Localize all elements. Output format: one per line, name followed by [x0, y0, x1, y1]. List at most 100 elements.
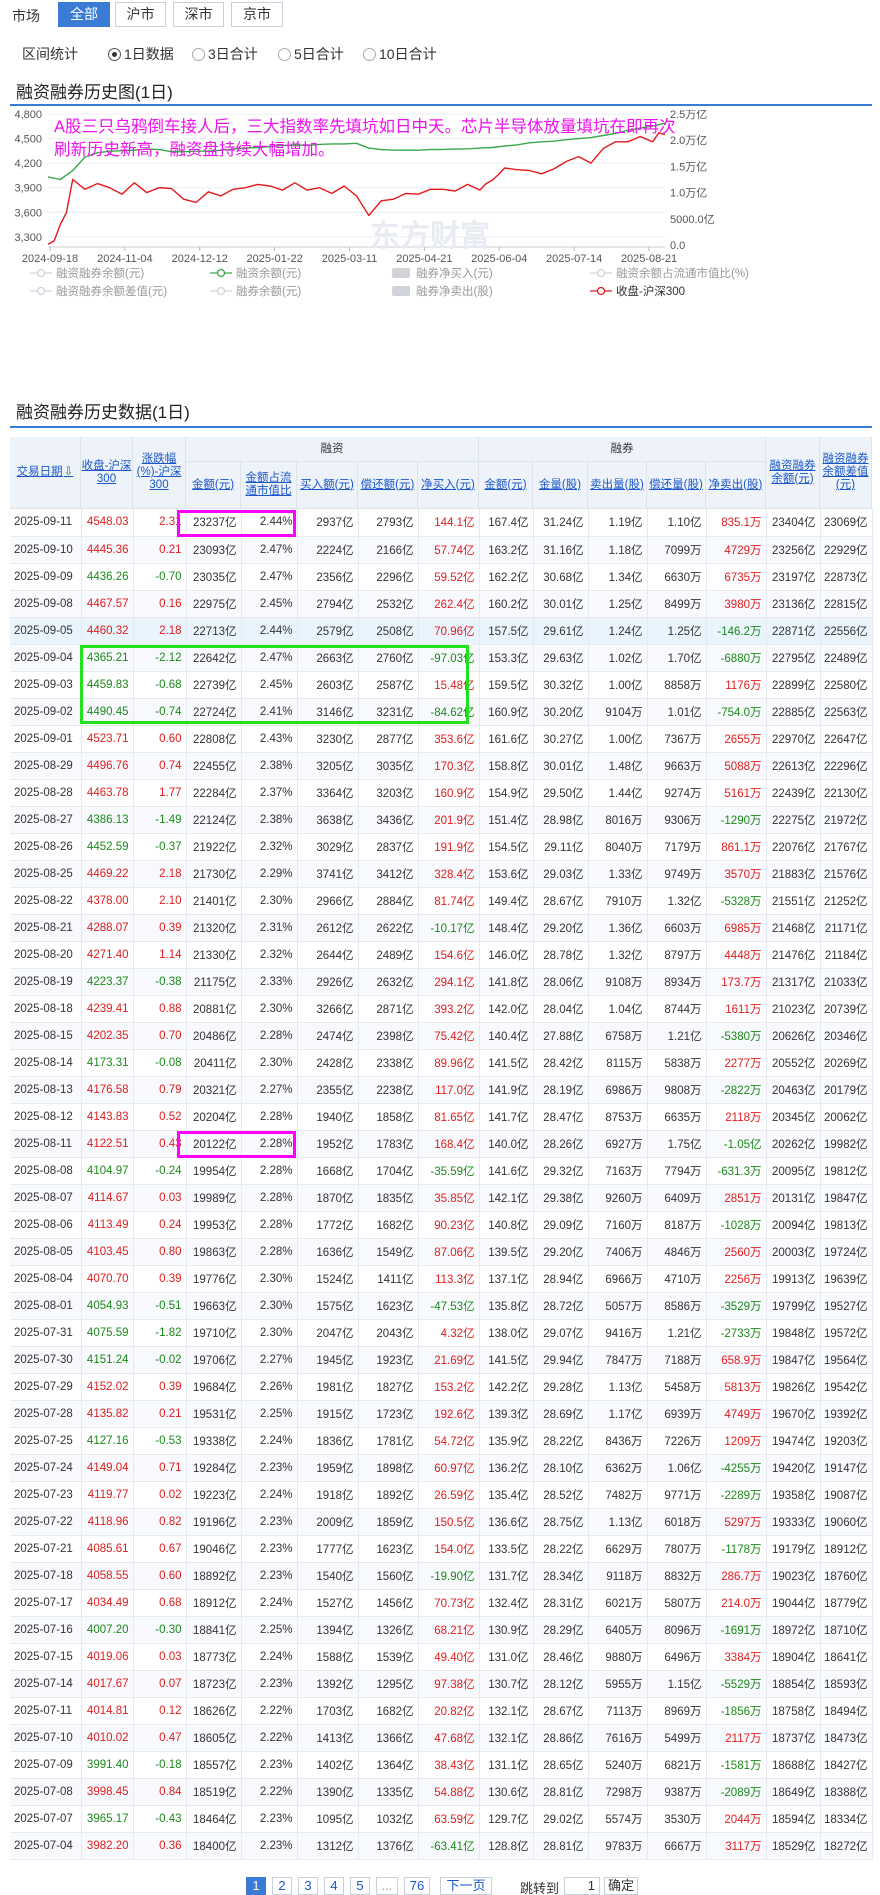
table-cell: 2508亿: [358, 617, 419, 645]
table-cell: 22563亿: [820, 698, 873, 726]
x-tick-label: 2024-09-18: [22, 253, 78, 265]
table-cell: 19358亿: [766, 1481, 821, 1509]
table-cell: 0.39: [133, 1265, 187, 1293]
table-cell: 2.23%: [241, 1508, 298, 1536]
goto-confirm-button[interactable]: 确定: [604, 1877, 638, 1895]
highlight-box-latest: [177, 510, 296, 537]
table-cell: 129.7亿: [479, 1805, 534, 1833]
col-rq-net[interactable]: 净卖出(股): [706, 462, 766, 509]
table-cell: 160.9亿: [418, 779, 480, 807]
tab-sz[interactable]: 深市: [173, 2, 224, 27]
table-cell: 2043亿: [358, 1319, 419, 1347]
table-cell: 22871亿: [766, 617, 821, 645]
table-cell: -631.3万: [706, 1157, 767, 1185]
table-row: 2025-07-29 4152.02 0.39 19684亿 2.26% 1981亿 182…: [10, 1373, 873, 1401]
table-cell: 22580亿: [820, 671, 873, 699]
table-cell: 128.8亿: [479, 1832, 534, 1860]
col-rq-qty[interactable]: 金量(股): [533, 462, 588, 509]
table-cell: 140.8亿: [479, 1211, 534, 1239]
page-5[interactable]: 5: [350, 1877, 370, 1895]
col-rz-net[interactable]: 净买入(元): [418, 462, 479, 509]
option-5day[interactable]: 5日合计: [278, 44, 344, 64]
table-cell: 2.23%: [241, 1805, 298, 1833]
col-rz-ratio[interactable]: 金额占流通市值比: [241, 462, 297, 509]
col-balance[interactable]: 融资融券余额(元): [766, 437, 820, 509]
table-cell: -1.05亿: [706, 1130, 767, 1158]
table-cell: 2644亿: [297, 941, 359, 969]
table-cell: 2532亿: [358, 590, 419, 618]
table-cell: 1781亿: [358, 1427, 419, 1455]
table-cell: 1858亿: [358, 1103, 419, 1131]
table-cell: 3035亿: [358, 752, 419, 780]
col-rz-buy[interactable]: 买入额(元): [297, 462, 358, 509]
table-cell: 20262亿: [766, 1130, 821, 1158]
tab-bj[interactable]: 京市: [231, 2, 283, 27]
table-cell: 4114.67: [81, 1184, 134, 1212]
col-rq-sell[interactable]: 卖出量(股): [588, 462, 647, 509]
table-cell: 146.0亿: [479, 941, 534, 969]
option-10day[interactable]: 10日合计: [363, 44, 437, 64]
table-cell: 19812亿: [820, 1157, 873, 1185]
table-cell: 3638亿: [297, 806, 359, 834]
table-cell: 28.72亿: [533, 1292, 589, 1320]
table-cell: 0.12: [133, 1697, 187, 1725]
table-cell: 262.4亿: [418, 590, 480, 618]
table-cell: 1176万: [706, 671, 767, 699]
tab-sh[interactable]: 沪市: [115, 2, 166, 27]
table-cell: 2025-07-07: [10, 1805, 82, 1833]
table-cell: 1892亿: [358, 1481, 419, 1509]
col-rz-amount[interactable]: 金额(元): [186, 462, 241, 509]
col-balance-diff[interactable]: 融资融券余额差值(元): [820, 437, 872, 509]
table-cell: 2.27%: [241, 1076, 298, 1104]
page-3[interactable]: 3: [298, 1877, 318, 1895]
table-cell: 0.24: [133, 1211, 187, 1239]
table-cell: 4054.93: [81, 1292, 134, 1320]
table-cell: 29.09亿: [533, 1211, 589, 1239]
page-76[interactable]: 76: [404, 1877, 430, 1895]
table-cell: 2926亿: [297, 968, 359, 996]
table-cell: 0.21: [133, 536, 187, 564]
table-cell: 20095亿: [766, 1157, 821, 1185]
col-change[interactable]: 涨跌幅(%)-沪深300: [133, 437, 186, 509]
table-cell: 133.5亿: [479, 1535, 534, 1563]
table-cell: -1856万: [706, 1697, 767, 1725]
table-cell: -1581万: [706, 1751, 767, 1779]
table-cell: 141.5亿: [479, 1346, 534, 1374]
table-cell: 170.3亿: [418, 752, 480, 780]
table-cell: 19813亿: [820, 1211, 873, 1239]
table-row: 2025-08-14 4173.31 -0.08 20411亿 2.30% 2428亿 23…: [10, 1049, 873, 1077]
option-1day[interactable]: 1日数据: [108, 44, 174, 64]
goto-page-input[interactable]: 1: [564, 1877, 600, 1895]
col-rq-amount[interactable]: 金额(元): [479, 462, 533, 509]
table-cell: 2.10: [133, 887, 187, 915]
col-date[interactable]: 交易日期 ⇩: [10, 437, 81, 509]
table-cell: 1.02亿: [588, 644, 648, 672]
page-2[interactable]: 2: [272, 1877, 292, 1895]
option-3day[interactable]: 3日合计: [192, 44, 258, 64]
col-close[interactable]: 收盘-沪深300: [81, 437, 133, 509]
table-cell: 2579亿: [297, 617, 359, 645]
table-cell: 4452.59: [81, 833, 134, 861]
table-cell: 141.8亿: [479, 968, 534, 996]
table-cell: 1.04亿: [588, 995, 648, 1023]
table-cell: 136.6亿: [479, 1508, 534, 1536]
page-4[interactable]: 4: [324, 1877, 344, 1895]
table-cell: 2.29%: [241, 860, 298, 888]
table-cell: -6880万: [706, 644, 767, 672]
table-cell: 31.24亿: [533, 509, 589, 537]
table-cell: 1981亿: [297, 1373, 359, 1401]
table-cell: 4523.71: [81, 725, 134, 753]
table-cell: 2.41%: [241, 698, 298, 726]
col-rq-repay[interactable]: 偿还量(股): [647, 462, 706, 509]
table-cell: 2025-07-10: [10, 1724, 82, 1752]
page-1[interactable]: 1: [246, 1877, 266, 1895]
table-cell: 2.30%: [241, 1292, 298, 1320]
tab-all[interactable]: 全部: [58, 2, 110, 27]
table-cell: 89.96亿: [418, 1049, 480, 1077]
col-rz-repay[interactable]: 偿还额(元): [358, 462, 418, 509]
section-divider: [10, 426, 872, 428]
table-cell: 4710万: [647, 1265, 707, 1293]
table-cell: 29.02亿: [533, 1805, 589, 1833]
table-cell: 2025-07-30: [10, 1346, 82, 1374]
next-page-button[interactable]: 下一页: [440, 1877, 492, 1895]
